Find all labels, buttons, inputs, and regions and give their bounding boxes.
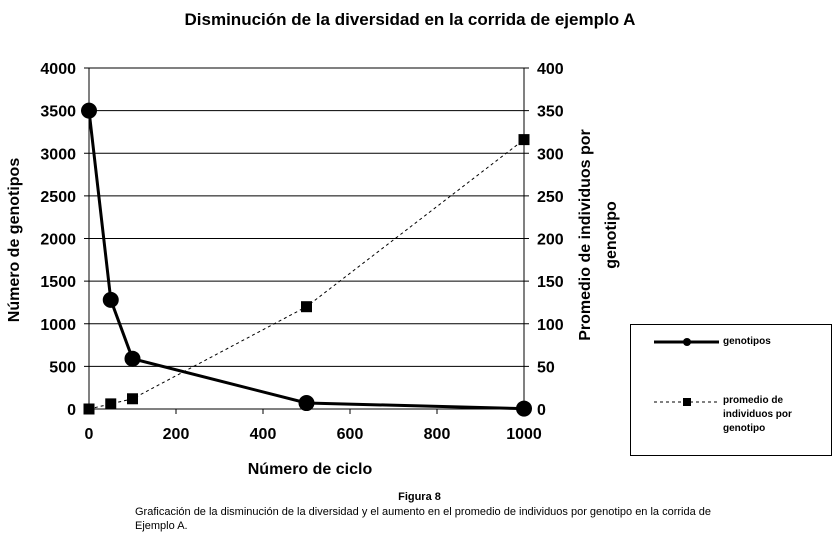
legend: genotipos promedio de individuos por gen… [630, 324, 832, 456]
chart-title: Disminución de la diversidad en la corri… [185, 10, 636, 29]
y-right-tick-label: 100 [537, 317, 564, 334]
legend-promedio-line3: genotipo [723, 423, 766, 434]
y-right-tick-label: 250 [537, 189, 564, 206]
y-left-tick-label: 500 [49, 359, 76, 376]
y-right-tick-label: 200 [537, 232, 564, 249]
series-promedio-point [127, 393, 138, 405]
y-right-axis-label-line2: genotipo [603, 201, 620, 269]
series-promedio-point [83, 403, 95, 415]
y-right-tick-labels: 0 50 100 150 200 250 300 350 400 [537, 61, 564, 419]
y-left-tick-label: 3000 [40, 146, 76, 163]
series-promedio-point [301, 301, 312, 313]
series-group [81, 102, 532, 417]
x-tick-labels: 0 200 400 600 800 1000 [85, 426, 542, 443]
legend-promedio-line2: individuos por [723, 409, 792, 420]
y-left-tick-label: 2000 [40, 232, 76, 249]
series-genotipos-line [87, 110, 525, 411]
y-left-tick-label: 1500 [40, 274, 76, 291]
y-right-tick-label: 0 [537, 402, 546, 419]
x-tick-label: 1000 [506, 426, 542, 443]
chart-svg: Disminución de la diversidad en la corri… [6, 10, 636, 478]
caption-text: Graficación de la disminución de la dive… [135, 506, 712, 532]
series-promedio-point [105, 398, 117, 410]
x-tick-label: 200 [163, 426, 190, 443]
y-right-axis-label-line1: Promedio de individuos por [577, 129, 594, 341]
y-left-tick-label: 1000 [40, 317, 76, 334]
figure-number: Figura 8 [398, 491, 441, 503]
x-tick-label: 600 [337, 426, 364, 443]
y-left-axis-label: Número de genotipos [6, 158, 23, 323]
y-right-tick-label: 150 [537, 274, 564, 291]
series-genotipos-point [298, 395, 315, 412]
legend-promedio-line1: promedio de [723, 395, 784, 406]
series-genotipos-point [81, 102, 97, 119]
y-right-tick-label: 50 [537, 359, 555, 376]
y-right-tick-label: 400 [537, 61, 564, 78]
x-tick-label: 800 [424, 426, 451, 443]
x-tick-label: 0 [85, 426, 94, 443]
series-genotipos-point [124, 350, 141, 367]
legend-promedio-label: promedio de individuos por genotipo [723, 394, 792, 436]
y-left-tick-labels: 0 500 1000 1500 2000 2500 3000 3500 4000 [40, 61, 76, 419]
series-genotipos-point [102, 291, 119, 308]
series-genotipos-point [516, 400, 532, 417]
y-right-tick-label: 300 [537, 146, 564, 163]
y-left-tick-label: 2500 [40, 189, 76, 206]
y-right-axis-label: Promedio de individuos por genotipo [577, 129, 620, 341]
legend-genotipos-label: genotipos [723, 336, 771, 347]
y-left-tick-label: 4000 [40, 61, 76, 78]
x-axis-label: Número de ciclo [248, 461, 373, 478]
series-promedio-point [518, 134, 530, 146]
legend-promedio-marker [683, 398, 691, 406]
legend-symbols [654, 338, 719, 406]
y-left-tick-label: 3500 [40, 104, 76, 121]
y-right-tick-label: 350 [537, 104, 564, 121]
y-left-tick-label: 0 [67, 402, 76, 419]
grid-lines [89, 67, 524, 367]
series-promedio-line [88, 139, 525, 410]
legend-genotipos-marker [683, 338, 691, 346]
x-tick-label: 400 [250, 426, 277, 443]
